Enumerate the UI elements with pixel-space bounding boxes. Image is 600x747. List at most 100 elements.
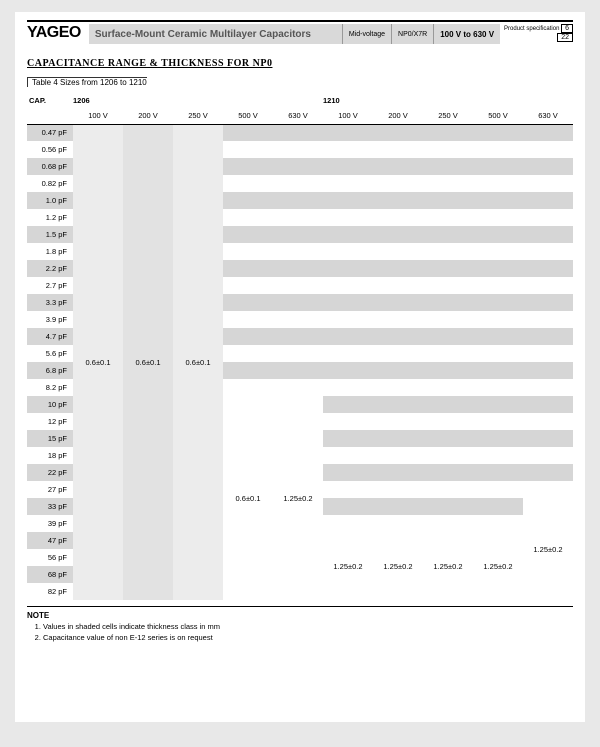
vh: 630 V [273,107,323,124]
table-cell [273,260,323,277]
table-cell [373,141,423,158]
table-cell [523,481,573,498]
table-cell [473,413,523,430]
table-cell: 0.56 pF [27,141,73,158]
note-item: Values in shaded cells indicate thicknes… [43,622,573,631]
table-cell: 27 pF [27,481,73,498]
table-cell [373,396,423,413]
table-cell [223,192,273,209]
table-cell: 3.9 pF [27,311,73,328]
spec-box: Product specification 6 22 [504,24,573,42]
note-heading: NOTE [27,606,573,620]
table-cell [273,192,323,209]
table-cell [473,464,523,481]
table-cell [373,209,423,226]
table-cell [223,209,273,226]
table-cell [323,226,373,243]
table-cell [523,141,573,158]
table-cell [273,226,323,243]
table-cell [323,294,373,311]
table-cell: 6.8 pF [27,362,73,379]
table-cell [323,311,373,328]
table-cell [273,124,323,141]
table-cell [423,243,473,260]
header-volt-row: 100 V 200 V 250 V 500 V 630 V 100 V 200 … [27,107,573,124]
cap-header: CAP. [27,90,73,107]
table-cell [423,141,473,158]
table-cell [473,277,523,294]
table-row: 0.47 pF0.6±0.10.6±0.10.6±0.1 [27,124,573,141]
table-cell [523,294,573,311]
table-cell: 4.7 pF [27,328,73,345]
table-cell [373,226,423,243]
table-cell [273,311,323,328]
table-cell [423,430,473,447]
table-cell [323,515,373,532]
table-cell [423,175,473,192]
vh: 500 V [473,107,523,124]
table-cell [323,209,373,226]
title-bar: Surface-Mount Ceramic Multilayer Capacit… [89,24,500,44]
logo: YAGEO [27,24,89,42]
table-cell [423,192,473,209]
table-cell [523,277,573,294]
table-cell [423,209,473,226]
table-cell: 47 pF [27,532,73,549]
table-cell [473,141,523,158]
table-cell [373,124,423,141]
table-cell: 22 pF [27,464,73,481]
table-cell: 1.25±0.2 [523,498,573,600]
table-cell: 0.6±0.1 [173,124,223,600]
table-cell [423,226,473,243]
table-cell [373,379,423,396]
table-subtitle: Table 4 Sizes from 1206 to 1210 [27,77,147,87]
table-cell [373,311,423,328]
table-cell [473,515,523,532]
table-cell [423,413,473,430]
table-cell [373,362,423,379]
table-cell [223,175,273,192]
table-cell [523,396,573,413]
table-cell: 0.47 pF [27,124,73,141]
table-body: 0.47 pF0.6±0.10.6±0.10.6±0.10.56 pF0.68 … [27,124,573,600]
table-cell [323,396,373,413]
table-cell [523,209,573,226]
table-cell: 8.2 pF [27,379,73,396]
table-cell [223,124,273,141]
table-cell: 2.2 pF [27,260,73,277]
table-cell [273,294,323,311]
table-cell [223,260,273,277]
table-cell [323,481,373,498]
table-cell [423,311,473,328]
table-cell [423,328,473,345]
table-cell [323,192,373,209]
table-cell: 1.25±0.2 [373,532,423,600]
table-cell [473,175,523,192]
table-cell [473,396,523,413]
page-num: 6 [561,24,573,33]
table-cell [423,396,473,413]
table-cell [523,379,573,396]
table-cell [273,379,323,396]
table-cell [523,345,573,362]
table-cell [223,328,273,345]
table-cell: 33 pF [27,498,73,515]
table-cell [323,362,373,379]
table-cell [523,175,573,192]
table-cell: 5.6 pF [27,345,73,362]
table-cell [373,464,423,481]
table-cell [323,498,373,515]
table-cell [373,158,423,175]
table-cell: 1.25±0.2 [473,532,523,600]
table-cell [323,141,373,158]
table-cell [373,345,423,362]
table-cell [423,158,473,175]
table-cell [423,277,473,294]
table-cell [323,345,373,362]
table-cell [273,141,323,158]
table-cell [423,362,473,379]
table-cell [473,328,523,345]
table-cell [423,124,473,141]
vh: 250 V [173,107,223,124]
table-cell [473,192,523,209]
